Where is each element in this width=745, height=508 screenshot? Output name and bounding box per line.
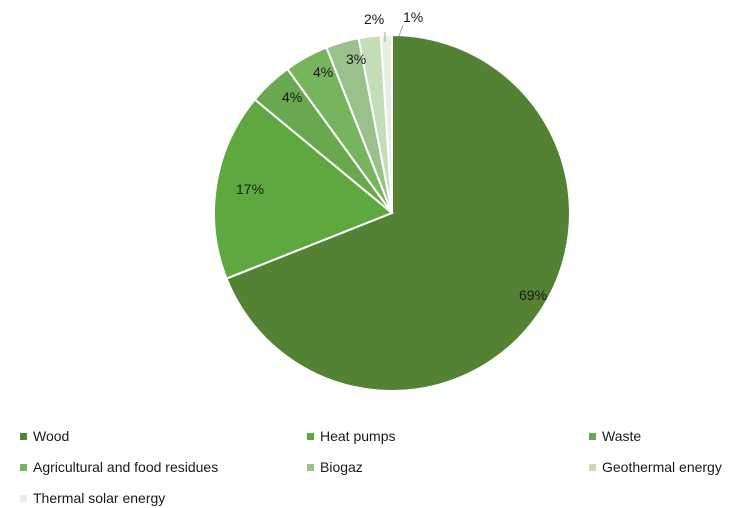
data-label: 1%: [403, 9, 423, 25]
pie-slice-thermal-solar-energy: [379, 33, 393, 214]
data-label: 4%: [313, 64, 333, 80]
leader-line: [398, 24, 404, 37]
data-label: 2%: [364, 11, 384, 27]
data-label: 4%: [282, 89, 302, 105]
data-label: 69%: [519, 287, 547, 303]
data-label: 3%: [346, 51, 366, 67]
data-label: 17%: [236, 181, 264, 197]
pie-slice-wood: [225, 33, 571, 392]
pie-slice-heat-pumps: [213, 98, 394, 280]
